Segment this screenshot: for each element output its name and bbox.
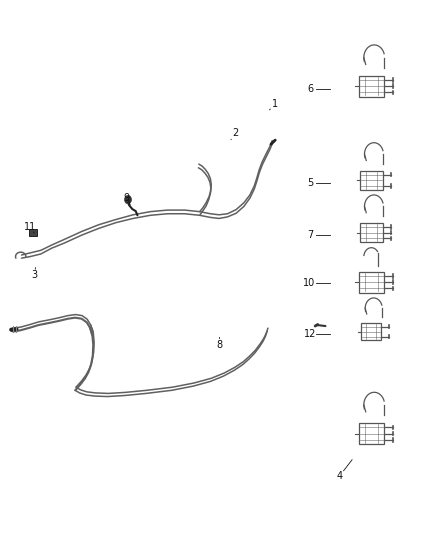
Text: 12: 12 xyxy=(304,329,316,340)
Text: 4: 4 xyxy=(336,472,342,481)
Text: 10: 10 xyxy=(303,278,315,288)
Text: 8: 8 xyxy=(216,340,222,350)
Text: 6: 6 xyxy=(307,84,313,94)
Text: 7: 7 xyxy=(307,230,313,240)
Text: 2: 2 xyxy=(232,128,238,138)
Circle shape xyxy=(124,196,131,204)
Text: 9: 9 xyxy=(124,193,130,203)
FancyBboxPatch shape xyxy=(29,229,37,236)
Text: 1: 1 xyxy=(272,99,278,109)
Text: 3: 3 xyxy=(32,270,38,280)
Text: 5: 5 xyxy=(307,178,313,188)
Text: 11: 11 xyxy=(24,222,36,232)
